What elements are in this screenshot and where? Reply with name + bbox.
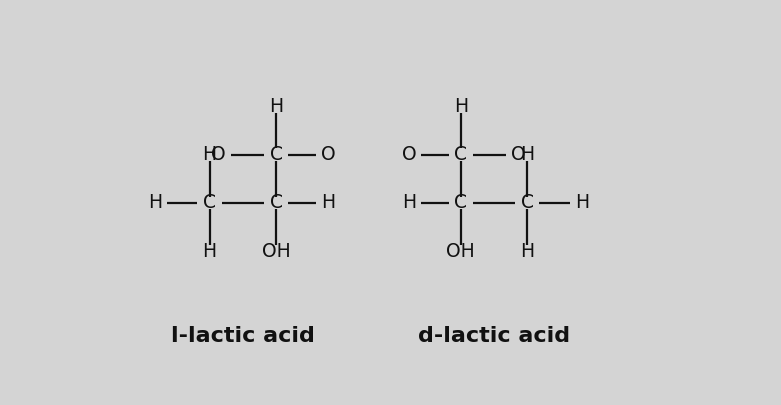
Text: H: H (454, 97, 468, 116)
Text: C: C (269, 194, 283, 213)
Text: C: C (269, 145, 283, 164)
Text: C: C (455, 145, 467, 164)
Text: O: O (401, 145, 416, 164)
Text: C: C (455, 194, 467, 213)
Text: l-lactic acid: l-lactic acid (171, 326, 315, 345)
Text: H: H (402, 194, 416, 213)
Text: C: C (521, 194, 534, 213)
Text: H: H (269, 97, 284, 116)
Text: C: C (203, 194, 216, 213)
Text: H: H (575, 194, 589, 213)
Text: H: H (148, 194, 162, 213)
Text: OH: OH (447, 242, 475, 261)
Text: O: O (212, 145, 226, 164)
Text: OH: OH (262, 242, 291, 261)
Text: O: O (511, 145, 526, 164)
Text: H: H (202, 242, 216, 261)
Text: d-lactic acid: d-lactic acid (418, 326, 570, 345)
Text: H: H (520, 242, 534, 261)
Text: H: H (520, 145, 534, 164)
Text: O: O (321, 145, 335, 164)
Text: H: H (202, 145, 216, 164)
Text: H: H (321, 194, 335, 213)
